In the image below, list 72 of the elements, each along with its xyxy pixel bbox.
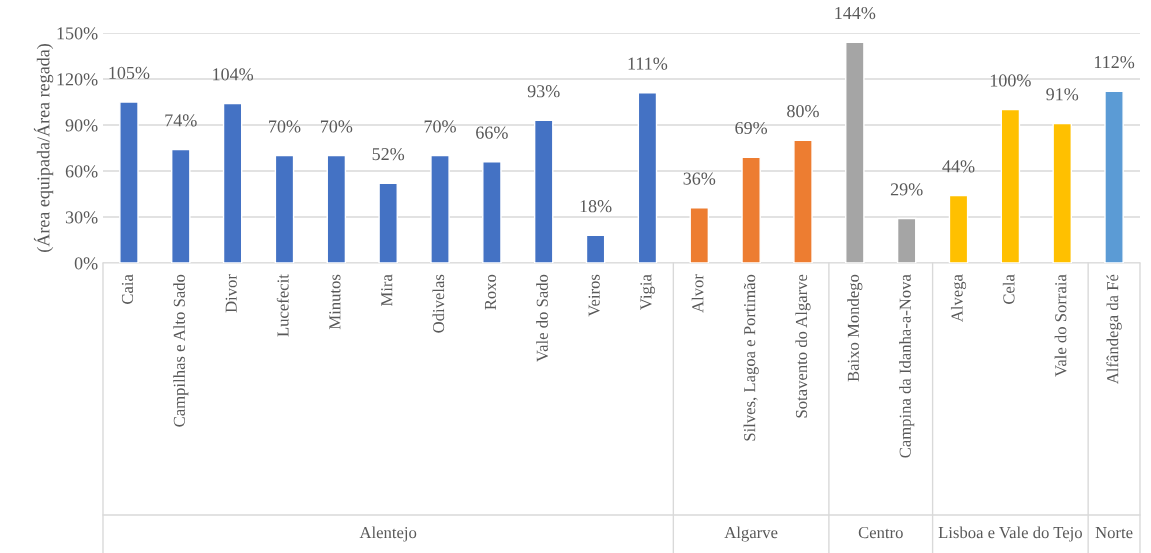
bar [222,102,243,263]
bar [585,234,606,263]
data-label: 74% [165,114,197,127]
data-label: 18% [580,200,612,213]
y-tick-label: 30% [65,211,98,224]
x-tick-label: Roxo [484,274,497,310]
data-label: 66% [476,126,508,139]
text: Norte [1095,527,1133,539]
bar [533,119,554,263]
x-tick-label: Minutos [329,274,341,330]
y-tick-label: 120% [57,73,98,86]
data-label: 111% [628,57,668,70]
y-tick-label: 150% [57,27,98,40]
y-tick-label: 0% [74,257,98,270]
bar [741,156,761,263]
y-tick-label: 60% [65,165,98,178]
y-axis-title: (Área equipada/Área regada) [33,44,54,252]
bar [378,182,398,263]
bar [274,154,295,263]
x-tick-label: Alvega [950,274,967,323]
y-tick-label: 90% [65,119,98,132]
bar [326,154,347,263]
x-tick-label: Odivelas [432,274,445,333]
x-tick-label: Cela [1002,274,1015,304]
data-label: 70% [269,120,301,133]
data-label: 100% [990,74,1031,87]
text: Algarve [724,526,778,542]
x-tick-label: Silves, Lagoa e Portimão [743,274,759,441]
data-label: 144% [835,6,876,20]
x-tick-label: Baixo Mondego [847,274,863,382]
bar [1104,90,1124,263]
x-tick-label: Sotavento do Algarve [795,274,811,418]
x-tick-label: Caia [121,274,134,304]
bar [689,207,710,263]
bar [482,161,502,263]
data-label: 44% [942,160,975,173]
x-tick-label: Vale do Sorraia [1054,274,1067,377]
x-tick-label: Veiros [588,274,600,317]
bar [171,148,191,263]
data-label: 91% [1046,88,1079,101]
data-label: 52% [372,147,405,161]
data-label: 104% [213,68,254,81]
bar [1000,108,1021,263]
data-label: 70% [424,120,456,133]
bar [637,92,658,263]
text: Centro [858,526,903,539]
x-tick-label: Mira [381,274,393,307]
bar [793,139,813,263]
x-tick-label: Alvor [691,274,704,313]
data-label: 93% [527,85,560,98]
bar [1052,122,1072,263]
bar [430,154,450,263]
bar [896,217,917,263]
data-label: 36% [683,172,716,185]
x-tick-label: Campina da Idanha-a-Nova [899,274,915,458]
data-label: 112% [1094,55,1135,69]
bar [948,194,969,263]
data-label: 105% [109,66,150,79]
bar [845,41,865,263]
data-label: 29% [890,183,923,196]
x-tick-label: Alfândega da Fé [1106,274,1122,385]
x-tick-label: Vale do Sado [536,274,548,362]
x-tick-label: Vigia [640,274,655,310]
data-label: 69% [735,121,768,135]
text: Lisboa e Vale do Tejo [938,526,1082,542]
text: Alentejo [359,526,417,542]
x-tick-label: Lucefecit [276,274,289,337]
data-label: 80% [787,105,819,118]
x-tick-label: Divor [225,274,237,313]
x-tick-label: Campilhas e Alto Sado [173,274,189,427]
data-label: 70% [320,120,353,133]
bar [119,101,139,263]
